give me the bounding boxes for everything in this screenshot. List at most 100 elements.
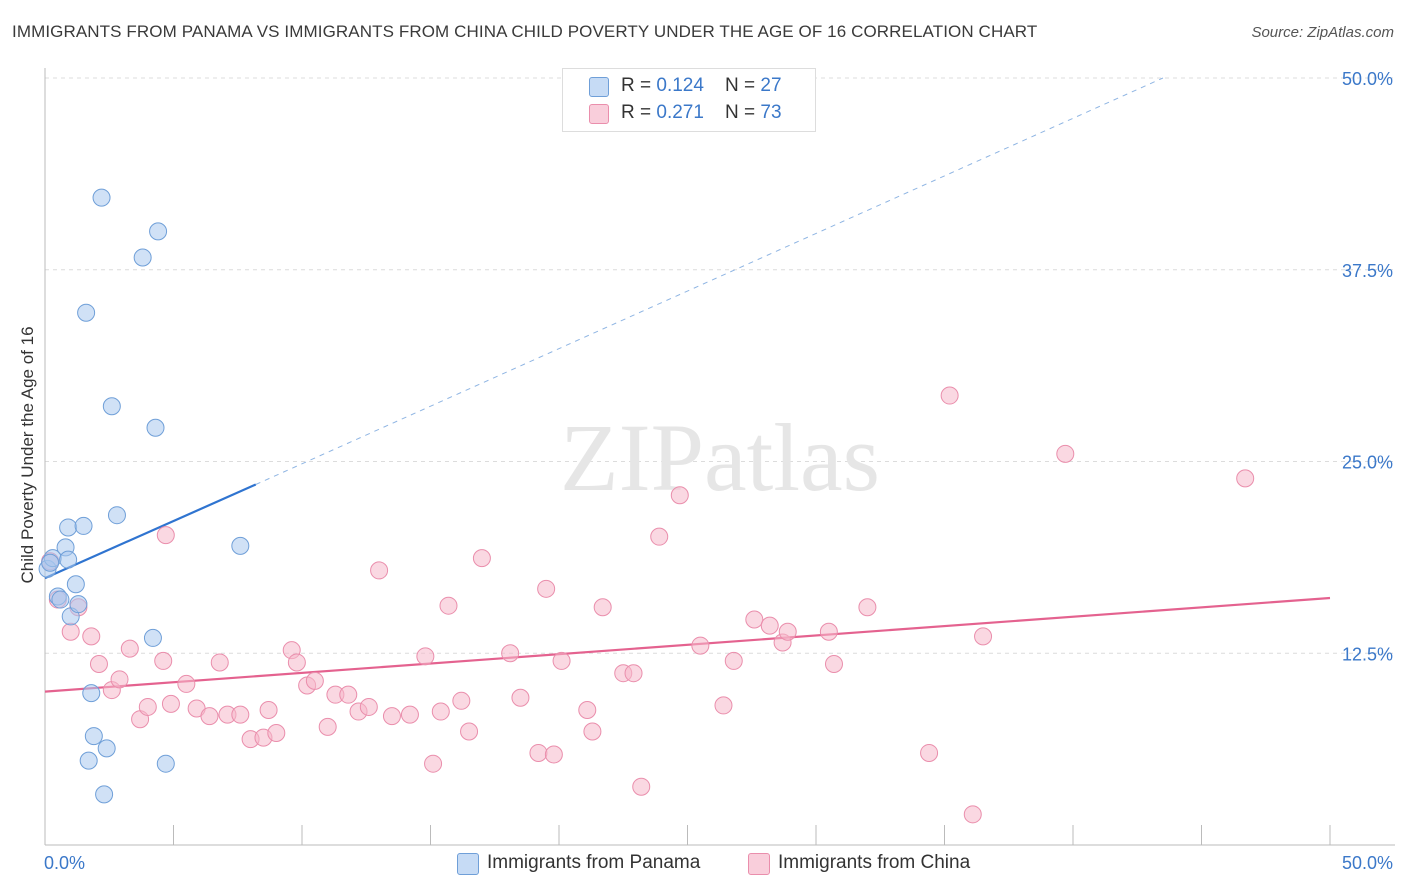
china-point [424,754,443,773]
china-point [339,685,358,704]
bottom-legend-swatch-china [748,853,770,875]
panama-point [59,518,78,537]
china-point [624,664,643,683]
legend-n-label: N = [725,75,761,96]
china-point [439,596,458,615]
y-axis-title: Child Poverty Under the Age of 16 [18,326,37,584]
china-point [305,671,324,690]
panama-point [59,550,78,569]
panama-point [107,506,126,525]
china-point [177,674,196,693]
china-point [452,691,471,710]
china-point [138,697,157,716]
china-point [858,598,877,617]
y-tick-label: 50.0% [1342,69,1393,89]
china-point [472,549,491,568]
china-point [529,743,548,762]
y-tick-label: 37.5% [1342,261,1393,281]
china-point [583,722,602,741]
bottom-legend-swatch-panama [457,853,479,875]
china-point [89,654,108,673]
panama-point [79,751,98,770]
panama-point [82,684,101,703]
panama-point [51,590,70,609]
china-point [210,653,229,672]
y-tick-label: 12.5% [1342,644,1393,664]
china-point [593,598,612,617]
china-point [714,696,733,715]
china-point [382,707,401,726]
china-point [431,702,450,721]
legend-n-value: 73 [760,102,782,123]
china-point [778,622,797,641]
china-point [400,705,419,724]
panama-point [143,628,162,647]
bottom-legend-label-panama: Immigrants from Panama [487,852,701,873]
watermark: ZIPatlas [560,404,880,511]
china-point [359,697,378,716]
china-point [819,622,838,641]
panama-trend-line [44,483,257,580]
panama-point [84,727,103,746]
china-point [552,651,571,670]
china-point [760,616,779,635]
correlation-legend: R = 0.124 N = 27 R = 0.271 N = 73 [562,68,816,132]
china-point [824,654,843,673]
china-point [632,777,651,796]
panama-point [66,575,85,594]
china-point [82,627,101,646]
china-point [511,688,530,707]
panama-point [156,754,175,773]
china-point [578,701,597,720]
panama-point [95,785,114,804]
tick-labels: 12.5% 25.0% 37.5% 50.0% 0.0% 50.0% [44,69,1393,873]
panama-point [92,188,111,207]
panama-point [133,248,152,267]
china-point [267,724,286,743]
china-point [501,644,520,663]
y-tick-label: 25.0% [1342,453,1393,473]
china-point [1236,469,1255,488]
china-point [745,610,764,629]
panama-point [77,303,96,322]
china-point [61,622,80,641]
china-point [287,653,306,672]
legend-r-value: 0.124 [656,75,704,96]
china-point [940,386,959,405]
source-label: Source: ZipAtlas.com [1251,24,1394,41]
bottom-legend-label-china: Immigrants from China [778,852,971,873]
panama-point [41,553,60,572]
china-point [691,636,710,655]
legend-swatch-china [589,104,609,124]
china-point [110,670,129,689]
panama-point [149,222,168,241]
trend-lines [44,77,1331,693]
china-point [318,717,337,736]
china-point [259,701,278,720]
panama-point [69,595,88,614]
panama-point [97,739,116,758]
china-point [974,627,993,646]
china-point [416,647,435,666]
legend-r-value: 0.271 [656,102,704,123]
data-points [38,188,1255,824]
x-tick-label: 0.0% [44,853,85,873]
chart-title: IMMIGRANTS FROM PANAMA VS IMMIGRANTS FRO… [12,22,1038,41]
legend-r-label: R = [621,75,657,96]
legend-r-label: R = [621,102,657,123]
x-tick-label: 50.0% [1342,853,1393,873]
axes [44,68,1395,846]
china-point [724,651,743,670]
legend-n-value: 27 [760,75,782,96]
grid-lines [45,77,1395,654]
china-point [370,561,389,580]
china-point [920,743,939,762]
panama-point [231,536,250,555]
china-point [544,745,563,764]
legend-n-label: N = [725,102,761,123]
china-point [200,707,219,726]
china-trend-line [44,596,1331,693]
china-point [537,579,556,598]
china-point [1056,444,1075,463]
